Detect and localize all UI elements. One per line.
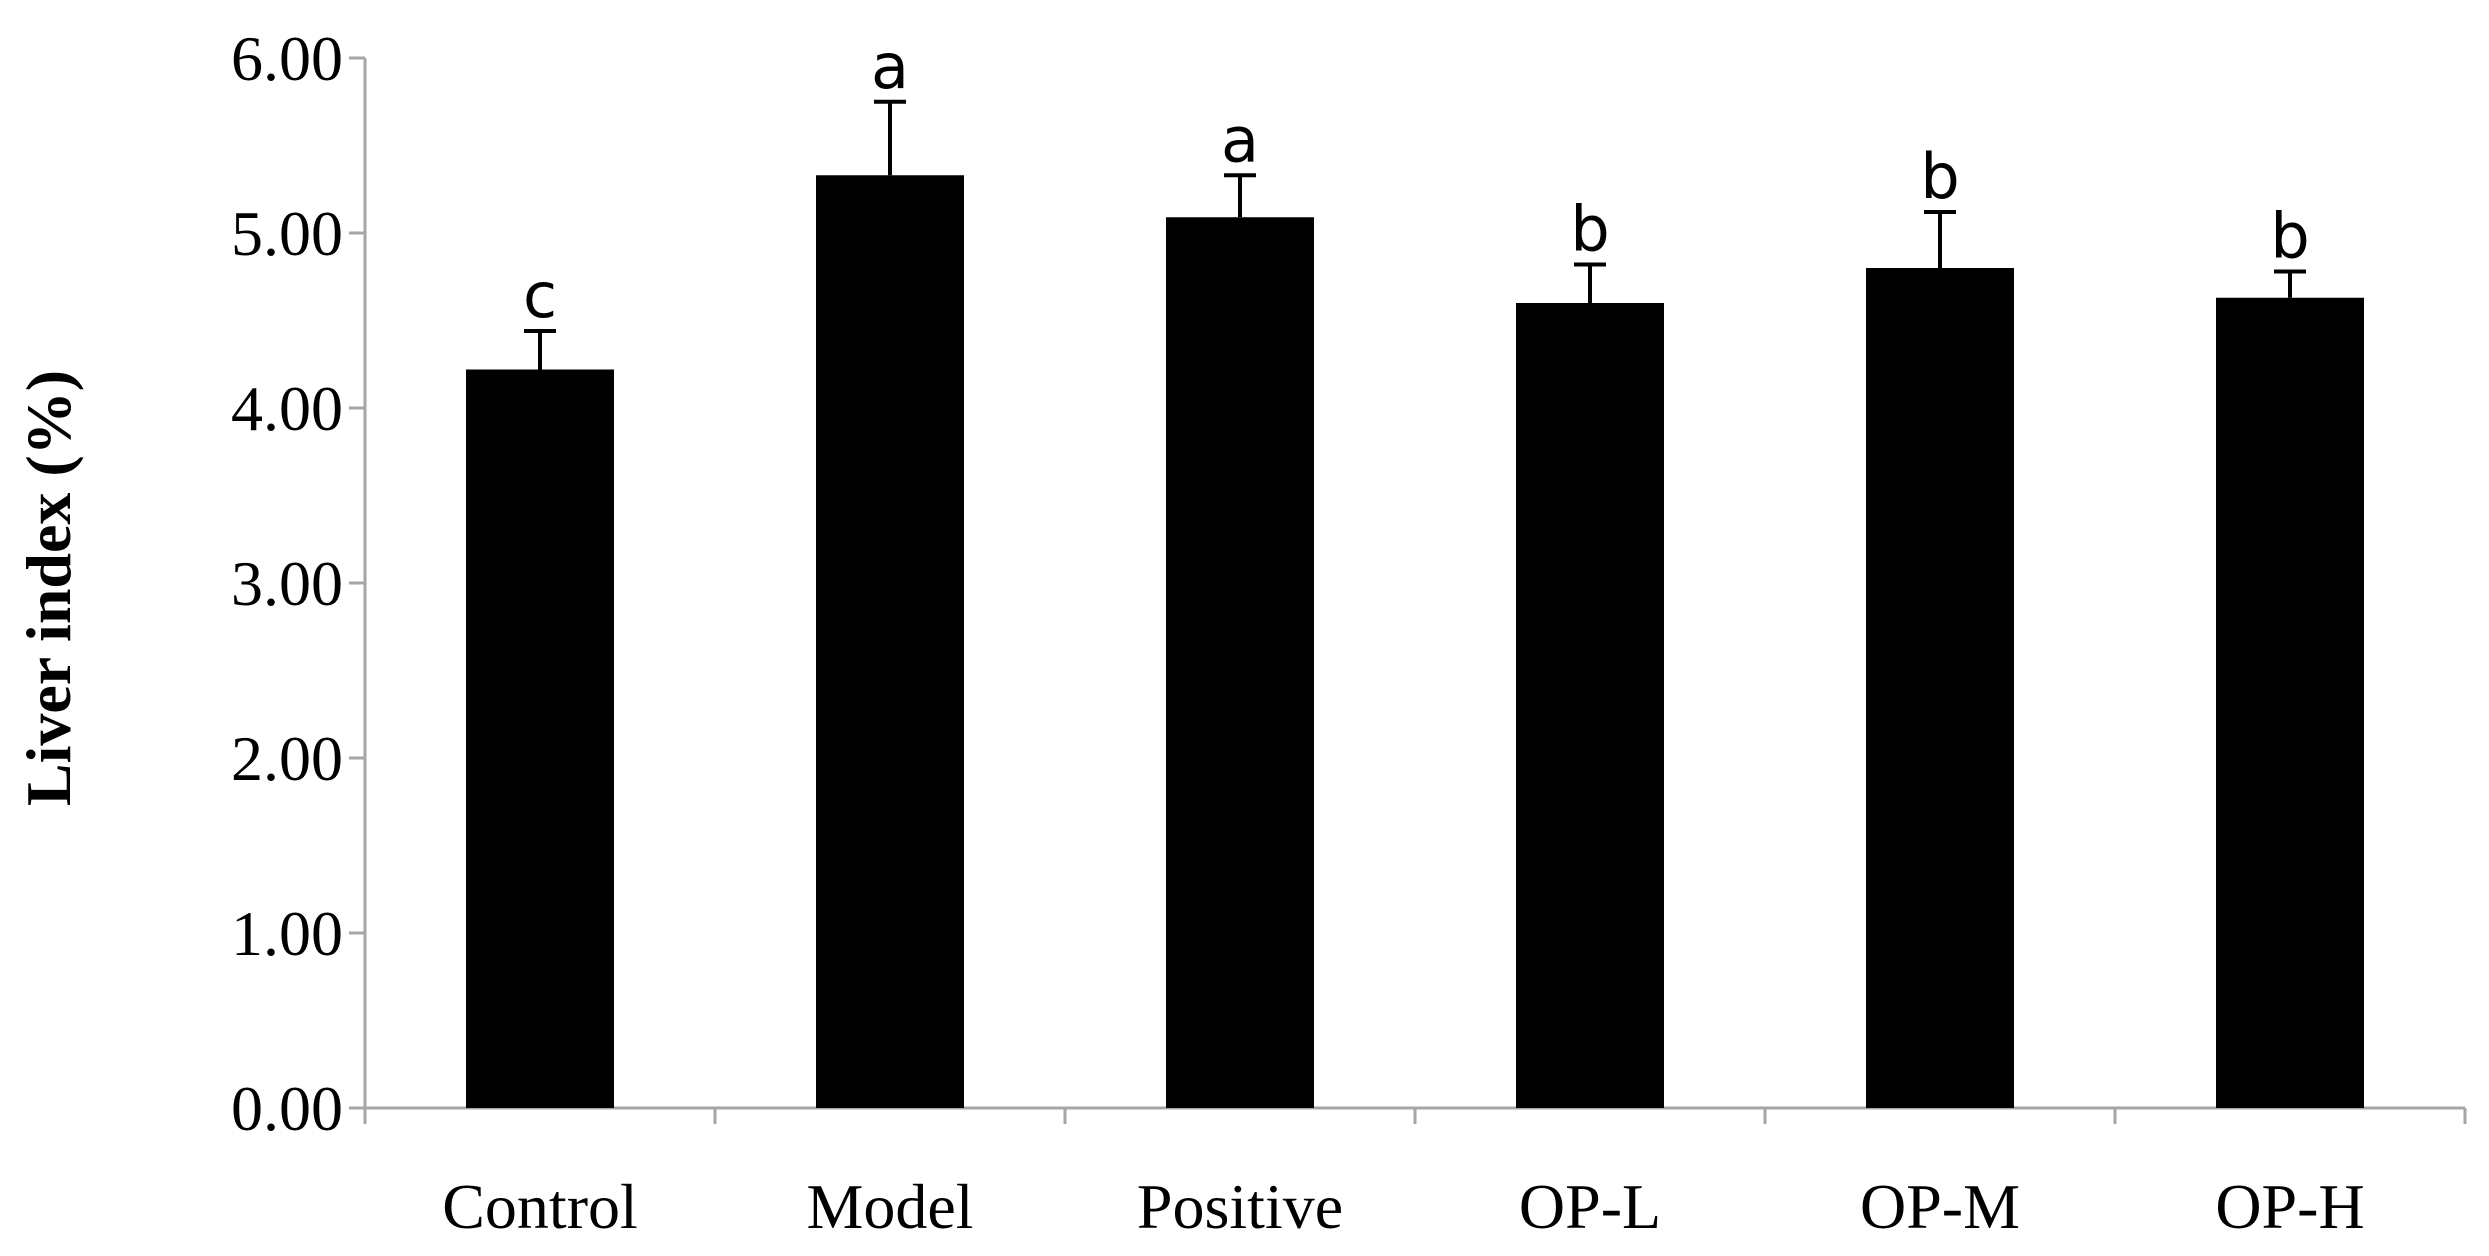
y-axis-title: Liver index (%) [13, 370, 84, 806]
category-label: OP-L [1519, 1171, 1661, 1242]
significance-label: b [2270, 200, 2309, 273]
x-axis [363, 1106, 2467, 1124]
category-labels: Control Model Positive OP-L OP-M OP-H [442, 1171, 2364, 1242]
category-label: Model [806, 1171, 973, 1242]
significance-label: a [871, 30, 909, 103]
bar-positive [1166, 217, 1314, 1108]
category-label: Control [442, 1171, 638, 1242]
bar-op-h [2216, 297, 2364, 1108]
category-label: OP-H [2215, 1171, 2364, 1242]
bar-op-l [1516, 303, 1664, 1108]
significance-label: b [1920, 140, 1959, 213]
significance-label: a [1221, 103, 1259, 176]
category-label: Positive [1137, 1171, 1343, 1242]
y-axis: 0.00 1.00 2.00 3.00 4.00 5.00 6.00 [231, 23, 367, 1144]
y-tick-label: 6.00 [231, 23, 343, 94]
y-tick-label: 5.00 [231, 198, 343, 269]
bar-control [466, 369, 614, 1108]
bars [466, 175, 2364, 1108]
y-tick-label: 3.00 [231, 548, 343, 619]
bar-op-m [1866, 268, 2014, 1108]
category-label: OP-M [1860, 1171, 2020, 1242]
y-tick-label: 0.00 [231, 1073, 343, 1144]
significance-labels: c a a b b b [523, 30, 2310, 332]
y-tick-label: 2.00 [231, 723, 343, 794]
y-tick-label: 1.00 [231, 898, 343, 969]
significance-label: b [1570, 193, 1609, 266]
y-tick-label: 4.00 [231, 373, 343, 444]
significance-label: c [523, 259, 557, 332]
bar-model [816, 175, 964, 1108]
error-bars [524, 99, 2306, 370]
